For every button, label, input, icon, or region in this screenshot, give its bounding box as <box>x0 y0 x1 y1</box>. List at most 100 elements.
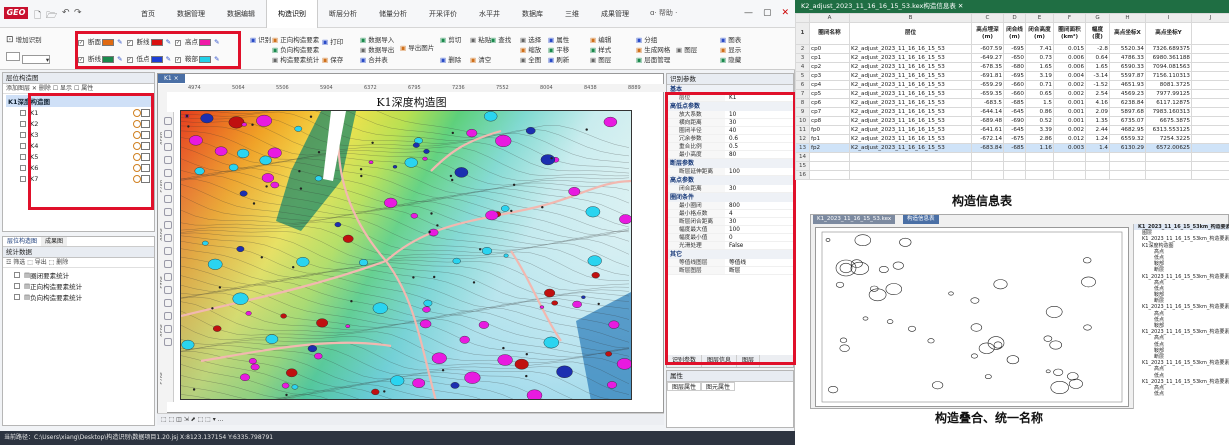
empty-cell[interactable] <box>1191 62 1229 72</box>
well-point[interactable] <box>436 224 439 227</box>
well-point[interactable] <box>299 187 303 190</box>
structure-element-marker[interactable] <box>585 206 601 218</box>
empty-cell[interactable] <box>1145 161 1192 171</box>
empty-cell[interactable] <box>1145 170 1192 180</box>
overlay-tree-item[interactable]: K1_2023_11_16_15_53km_构造要素 <box>1142 360 1229 367</box>
structure-element-marker[interactable] <box>422 156 428 161</box>
structure-element-marker[interactable] <box>294 125 303 132</box>
structure-element-marker[interactable] <box>478 320 490 329</box>
table-cell[interactable]: -2.8 <box>1085 44 1110 54</box>
table-cell[interactable]: 6313.553125 <box>1145 125 1192 135</box>
overlay-structure-outline[interactable] <box>1050 381 1069 395</box>
structure-element-marker[interactable] <box>228 116 245 129</box>
layer-item-k4[interactable]: K4 <box>6 140 151 151</box>
properties-tab-0[interactable]: 识别参数 <box>667 355 703 367</box>
structure-element-marker[interactable] <box>194 167 205 175</box>
well-point[interactable] <box>252 202 256 205</box>
empty-cell[interactable] <box>1025 152 1054 162</box>
empty-cell[interactable] <box>1191 161 1229 171</box>
overlay-structure-outline[interactable] <box>835 281 845 288</box>
property-value[interactable]: 40 <box>729 128 737 134</box>
overlay-tree-item[interactable]: K1深度构造图 <box>1142 242 1174 249</box>
overlay-tree-item[interactable]: 高点 <box>1154 279 1165 286</box>
overlay-tree-item[interactable]: 低点 <box>1154 372 1165 379</box>
ribbon-button-21[interactable]: ▣ 编辑 <box>590 34 611 44</box>
structure-element-marker[interactable] <box>605 351 612 357</box>
table-header-cell[interactable]: 高点坐标X <box>1109 22 1146 45</box>
ribbon-button-22[interactable]: ▣ 样式 <box>590 44 611 54</box>
overlay-tree-item[interactable]: 断层 <box>1154 267 1165 274</box>
layer-item-k2[interactable]: K2 <box>6 118 151 129</box>
table-cell[interactable]: K2_adjust_2023_11_16_16_15_53 <box>849 71 972 81</box>
property-row[interactable]: 最小高度 80 <box>667 151 793 159</box>
table-header-cell[interactable]: 闭合高度 (m) <box>1025 22 1054 45</box>
well-point[interactable] <box>371 141 374 144</box>
pencil-icon[interactable]: ✎ <box>115 55 123 63</box>
layer-item-k1[interactable]: K1 <box>6 107 151 118</box>
property-value[interactable]: 800 <box>729 203 740 209</box>
tab-result-map[interactable]: 成果图 <box>41 237 68 246</box>
map-tool-icon-8[interactable] <box>164 221 172 229</box>
style-color-swatch-row2-0[interactable] <box>102 55 114 63</box>
overlay-structure-outline[interactable] <box>993 341 1003 349</box>
structure-element-marker[interactable] <box>423 299 433 307</box>
overlay-structure-outline[interactable] <box>878 265 889 273</box>
table-cell[interactable]: -650 <box>1003 53 1026 63</box>
table-cell[interactable]: 0.86 <box>1025 107 1054 117</box>
property-value[interactable]: 10 <box>729 112 737 118</box>
map-tool-icon-6[interactable] <box>164 195 172 203</box>
property-row[interactable]: 幅度最小值 0 <box>667 234 793 242</box>
structure-element-marker[interactable] <box>526 389 543 400</box>
well-point[interactable] <box>597 302 600 306</box>
well-point[interactable] <box>360 174 363 178</box>
style-item-row2-2[interactable]: ✓ 鞍部 ✎ <box>175 55 220 63</box>
well-point[interactable] <box>185 114 189 118</box>
empty-cell[interactable] <box>1191 152 1229 162</box>
table-cell[interactable]: cp6 <box>809 98 850 108</box>
table-cell[interactable]: -683.84 <box>971 143 1004 153</box>
style-color-swatch-row1-1[interactable] <box>150 38 163 46</box>
structure-element-marker[interactable] <box>452 257 461 265</box>
overlay-tree-item[interactable]: 低点 <box>1154 391 1165 398</box>
table-cell[interactable]: 0.002 <box>1053 89 1086 99</box>
table-cell[interactable]: 0.004 <box>1053 71 1086 81</box>
property-value[interactable]: 80 <box>729 152 737 158</box>
table-cell[interactable]: -660 <box>1003 80 1026 90</box>
overlay-structure-outline[interactable] <box>850 261 870 275</box>
ribbon-button-15[interactable]: ▣ 选择 <box>520 34 541 44</box>
overlay-tree-item[interactable]: 断层 <box>1154 353 1165 360</box>
layer-item-k7[interactable]: K7 <box>6 173 151 184</box>
structure-element-marker[interactable] <box>422 306 431 313</box>
table-cell[interactable]: 7977.99125 <box>1145 89 1192 99</box>
structure-element-marker[interactable] <box>454 167 469 178</box>
overlay-tree-item[interactable]: 鞍部 <box>1154 323 1165 329</box>
ribbon-button-4[interactable]: ▣ 打印 <box>322 36 343 46</box>
table-cell[interactable]: -689.48 <box>971 116 1004 126</box>
structure-element-marker[interactable] <box>581 295 586 299</box>
structure-element-marker[interactable] <box>239 190 248 197</box>
structure-element-marker[interactable] <box>240 373 250 381</box>
map-tool-icon-17[interactable] <box>164 338 172 346</box>
overlay-tree-item[interactable]: K1_2023_11_16_15_53km_构造要素 <box>1142 378 1229 385</box>
overlay-tree-item[interactable]: 低点 <box>1154 254 1165 261</box>
ribbon-button-7[interactable]: ▣ 数据导出 <box>360 44 394 54</box>
structure-element-marker[interactable] <box>189 135 203 146</box>
table-cell[interactable]: -644.14 <box>971 107 1004 117</box>
structure-element-marker[interactable] <box>525 127 536 135</box>
structure-element-marker[interactable] <box>551 300 559 306</box>
ribbon-tab-10[interactable]: 成果管理 <box>601 10 629 18</box>
well-point[interactable] <box>510 209 513 213</box>
layer-checkbox[interactable] <box>20 164 26 171</box>
overlay-structure-outline[interactable] <box>1045 306 1063 318</box>
structure-element-marker[interactable] <box>503 253 509 258</box>
table-cell[interactable]: 0.006 <box>1053 62 1086 72</box>
overlay-structure-outline[interactable] <box>835 259 857 277</box>
structure-element-marker[interactable] <box>345 324 351 328</box>
structure-element-marker[interactable] <box>202 240 209 246</box>
ribbon-button-11[interactable]: ▣ 粘贴 <box>470 34 491 44</box>
overlay-structure-outline[interactable] <box>892 261 904 270</box>
ribbon-button-5[interactable]: ▣ 保存 <box>322 54 343 64</box>
structure-element-marker[interactable] <box>514 358 529 370</box>
well-point[interactable] <box>412 276 415 279</box>
table-cell[interactable]: 4682.95 <box>1109 125 1146 135</box>
